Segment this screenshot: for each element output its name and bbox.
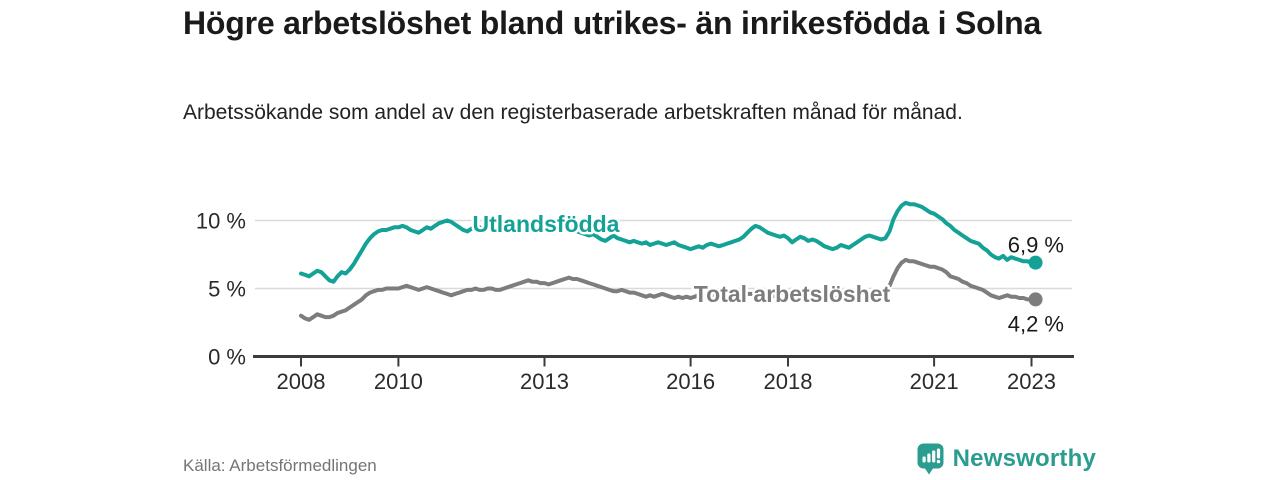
- x-axis-label: 2010: [374, 369, 423, 394]
- y-axis-label: 0 %: [208, 345, 246, 370]
- x-axis-label: 2021: [910, 369, 959, 394]
- series-end-value-label: 4,2 %: [1008, 311, 1064, 336]
- series-end-dot: [1028, 255, 1043, 270]
- newsworthy-wordmark: Newsworthy: [952, 445, 1096, 472]
- x-axis-label: 2008: [277, 369, 326, 394]
- x-axis-label: 2016: [666, 369, 715, 394]
- series-end-value-label: 6,9 %: [1008, 233, 1064, 258]
- y-axis-label: 5 %: [208, 277, 246, 302]
- chart-title: Högre arbetslöshet bland utrikes- än inr…: [183, 5, 1042, 41]
- x-axis-label: 2023: [1007, 369, 1056, 394]
- y-axis-label: 10 %: [196, 209, 246, 234]
- series-name-label: Total arbetslöshet: [694, 281, 891, 307]
- series-line-total: [299, 257, 1038, 322]
- x-axis-label: 2013: [520, 369, 569, 394]
- newsworthy-icon: [917, 443, 944, 475]
- series-line-utlandsfodda: [299, 200, 1038, 284]
- newsworthy-logo: Newsworthy: [917, 443, 1096, 475]
- source-attribution: Källa: Arbetsförmedlingen: [183, 456, 377, 475]
- series-name-label: Utlandsfödda: [473, 211, 620, 237]
- series-end-dot: [1028, 292, 1043, 307]
- chart-subtitle: Arbetssökande som andel av den registerb…: [183, 101, 963, 124]
- x-axis-label: 2018: [764, 369, 813, 394]
